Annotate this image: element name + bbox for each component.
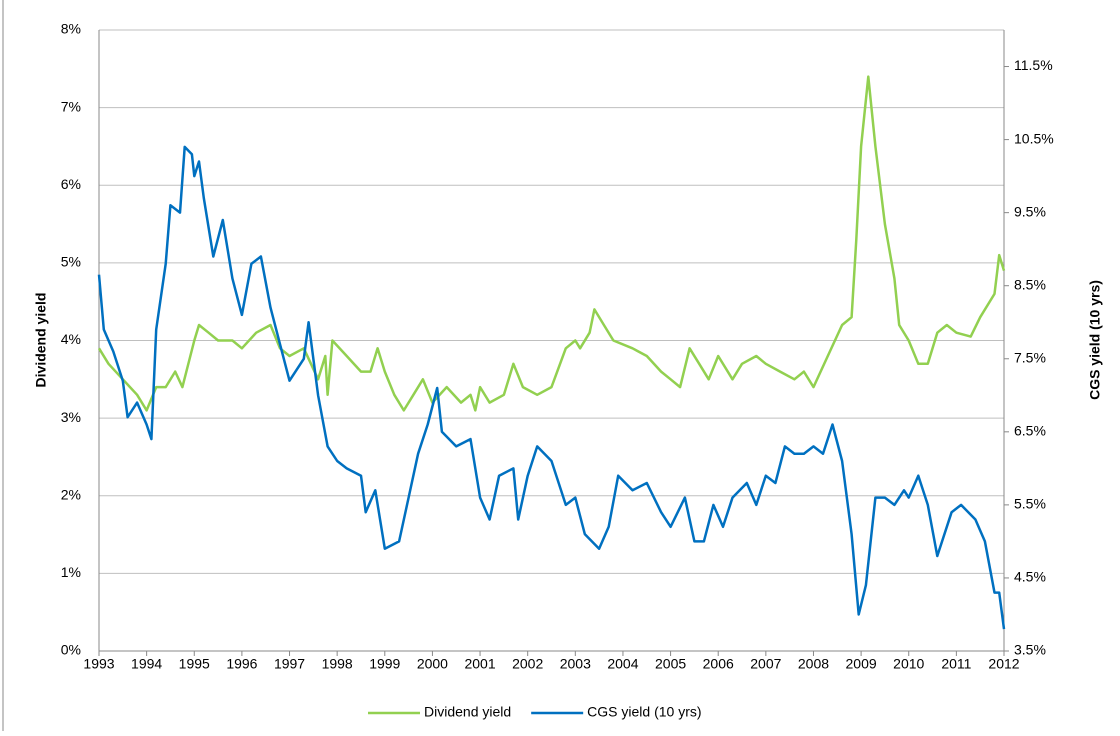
x-tick-label: 1994 bbox=[131, 656, 162, 672]
x-tick-label: 2006 bbox=[703, 656, 734, 672]
x-tick-label: 2009 bbox=[846, 656, 877, 672]
x-tick-label: 1998 bbox=[322, 656, 353, 672]
y-tick-label: 8% bbox=[61, 21, 81, 37]
x-tick-label: 1995 bbox=[179, 656, 210, 672]
x-tick-label: 2011 bbox=[941, 656, 971, 672]
line-series bbox=[97, 75, 1006, 412]
legend-label: CGS yield (10 yrs) bbox=[587, 704, 701, 720]
y2-tick-label: 8.5% bbox=[1014, 276, 1046, 292]
x-tick-label: 1997 bbox=[274, 656, 305, 672]
y2-tick-label: 7.5% bbox=[1014, 349, 1046, 365]
y-tick-label: 0% bbox=[61, 642, 81, 658]
x-tick-label: 2003 bbox=[560, 656, 591, 672]
y-axis-title: Dividend yield bbox=[33, 293, 49, 388]
y2-tick-label: 5.5% bbox=[1014, 496, 1046, 512]
legend-label: Dividend yield bbox=[424, 704, 511, 720]
y2-tick-label: 4.5% bbox=[1014, 569, 1046, 585]
y-tick-label: 7% bbox=[61, 98, 81, 114]
y2-tick-label: 9.5% bbox=[1014, 203, 1046, 219]
x-tick-label: 1993 bbox=[83, 656, 114, 672]
y2-tick-label: 6.5% bbox=[1014, 423, 1046, 439]
x-tick-label: 1996 bbox=[226, 656, 257, 672]
y-tick-label: 5% bbox=[61, 254, 81, 270]
x-tick-label: 1999 bbox=[369, 656, 400, 672]
y-tick-label: 3% bbox=[61, 409, 81, 425]
x-tick-label: 2008 bbox=[798, 656, 829, 672]
x-tick-label: 2002 bbox=[512, 656, 543, 672]
y-tick-label: 1% bbox=[61, 564, 81, 580]
x-tick-label: 2012 bbox=[988, 656, 1019, 672]
line-series bbox=[97, 145, 1006, 630]
x-tick-label: 2004 bbox=[607, 656, 638, 672]
x-tick-label: 2010 bbox=[893, 656, 924, 672]
x-tick-label: 2007 bbox=[750, 656, 781, 672]
y2-axis-title: CGS yield (10 yrs) bbox=[1087, 280, 1103, 400]
x-tick-label: 2001 bbox=[464, 656, 495, 672]
x-tick-label: 2000 bbox=[417, 656, 448, 672]
y-tick-label: 4% bbox=[61, 331, 81, 347]
y2-tick-label: 11.5% bbox=[1014, 57, 1053, 73]
x-tick-label: 2005 bbox=[655, 656, 686, 672]
y-tick-label: 6% bbox=[61, 176, 81, 192]
y2-tick-label: 10.5% bbox=[1014, 130, 1054, 146]
y-tick-label: 2% bbox=[61, 486, 81, 502]
y2-tick-label: 3.5% bbox=[1014, 642, 1046, 658]
